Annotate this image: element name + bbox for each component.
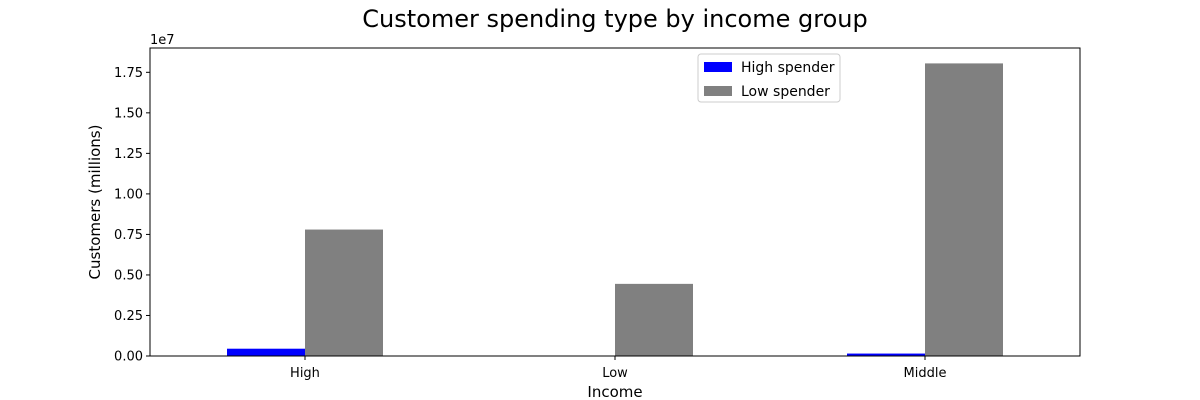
legend-label: High spender <box>741 60 835 76</box>
x-tick-label: Low <box>602 366 628 381</box>
x-axis-title: Income <box>587 383 642 400</box>
y-axis-title: Customers (millions) <box>86 125 104 280</box>
y-tick-label: 1.75 <box>114 66 143 81</box>
y-offset-label: 1e7 <box>150 33 175 48</box>
y-axis: 0.00 0.25 0.50 0.75 1.00 1.25 1.50 1.75 <box>114 66 150 365</box>
y-tick-label: 0.75 <box>114 228 143 243</box>
bar-high-spender-high <box>227 348 305 356</box>
plot-frame <box>149 47 1081 357</box>
x-tick-label: High <box>290 366 320 381</box>
y-tick-label: 1.50 <box>114 106 143 121</box>
bar-low-spender-high <box>305 229 383 356</box>
bars-group <box>227 63 1003 357</box>
y-tick-label: 1.25 <box>114 147 143 162</box>
x-tick-label: Middle <box>904 366 947 381</box>
chart-title: Customer spending type by income group <box>362 5 867 33</box>
y-tick-label: 0.25 <box>114 309 143 324</box>
y-tick-label: 0.00 <box>114 350 143 365</box>
bar-low-spender-low <box>615 283 693 356</box>
legend-label: Low spender <box>741 84 830 100</box>
bar-high-spender-middle <box>847 353 925 356</box>
legend-box <box>697 53 841 103</box>
bar-low-spender-middle <box>925 63 1003 357</box>
y-tick-label: 1.00 <box>114 187 143 202</box>
legend: High spender Low spender <box>697 53 841 103</box>
legend-swatch <box>704 62 732 72</box>
y-tick-label: 0.50 <box>114 268 143 283</box>
legend-swatch <box>704 86 732 96</box>
x-axis: High Low Middle <box>290 356 946 381</box>
